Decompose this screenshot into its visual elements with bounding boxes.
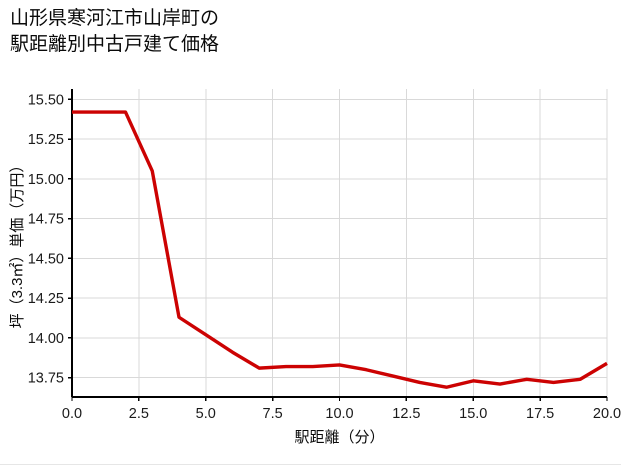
x-tick-label: 10.0 (325, 406, 353, 422)
data-series-line (72, 110, 608, 389)
page-title: 山形県寒河江市山岸町の 駅距離別中古戸建て価格 (10, 8, 220, 55)
y-tick-label: 15.25 (28, 132, 64, 148)
x-tick-label: 12.5 (392, 406, 420, 422)
y-tick-label: 13.75 (28, 371, 64, 387)
x-tick-label: 7.5 (263, 406, 283, 422)
y-tick-label: 15.50 (28, 92, 64, 108)
y-tick-labels-group: 13.75 14.00 14.25 14.50 14.75 15.00 15.25 15.50 (28, 92, 64, 386)
x-tick-label: 5.0 (196, 406, 216, 422)
x-tick-label: 20.0 (593, 406, 621, 422)
data-series-group (72, 110, 608, 389)
y-tick-label: 14.00 (28, 331, 64, 347)
x-tick-label: 15.0 (459, 406, 487, 422)
x-tick-labels-group: 0.0 2.5 5.0 7.5 10.0 12.5 15.0 17.5 20.0 (62, 406, 621, 422)
tick-marks-group (68, 98, 608, 401)
gridlines-group (71, 89, 608, 397)
x-tick-label: 17.5 (526, 406, 554, 422)
x-axis-title: 駅距離（分） (294, 428, 384, 446)
y-tick-label: 15.00 (28, 172, 64, 188)
y-tick-label: 14.50 (28, 251, 64, 267)
y-tick-label: 14.75 (28, 212, 64, 228)
y-tick-label: 14.25 (28, 291, 64, 307)
x-tick-label: 2.5 (129, 406, 149, 422)
x-tick-label: 0.0 (62, 406, 82, 422)
y-axis-title: 坪（3.3㎡）単価（万円） (9, 158, 26, 329)
